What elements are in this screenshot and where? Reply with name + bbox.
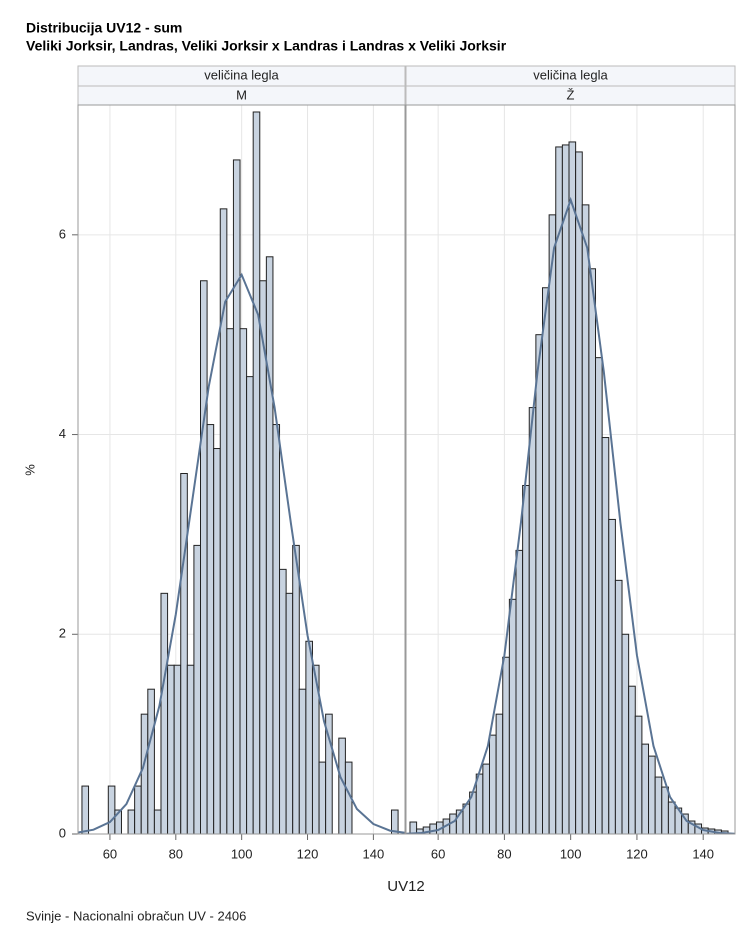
bar (508, 598, 517, 834)
bar (226, 328, 234, 834)
bar (232, 159, 241, 834)
bar (522, 484, 530, 834)
bar (568, 141, 577, 834)
bar (588, 268, 597, 834)
bar (305, 640, 313, 834)
bars (81, 111, 399, 834)
bar (634, 715, 643, 834)
density-curve (78, 272, 405, 834)
bar (285, 592, 294, 834)
y-tick-label: 2 (59, 626, 66, 641)
bar (311, 664, 320, 834)
bar (200, 280, 208, 834)
bar (661, 786, 669, 834)
bar (535, 334, 544, 834)
bar (641, 743, 650, 834)
bar (180, 472, 188, 834)
bar (502, 656, 510, 834)
bar (667, 801, 676, 834)
bar (548, 214, 557, 834)
strip-label: veličina legla (204, 67, 279, 82)
y-axis-label: % (22, 464, 37, 476)
bars (409, 141, 729, 834)
x-tick-label: 100 (231, 846, 253, 861)
panel-frame (77, 104, 406, 835)
bar (107, 785, 116, 834)
bar (390, 809, 399, 834)
bar (515, 549, 524, 834)
bar (147, 688, 155, 834)
y-tick-label: 4 (59, 426, 66, 441)
chart-title: Distribucija UV12 - sum (26, 20, 182, 36)
strip-label: M (236, 87, 247, 102)
bar (621, 633, 630, 834)
bar (206, 424, 215, 834)
bar (265, 256, 274, 834)
bar (252, 111, 261, 834)
bar (292, 544, 300, 834)
bar (127, 809, 136, 834)
strip-label: Ž (567, 87, 575, 102)
y-tick-label: 6 (59, 226, 66, 241)
x-tick-label: 80 (169, 846, 183, 861)
bar (239, 328, 248, 834)
x-tick-label: 140 (692, 846, 714, 861)
bar (246, 376, 254, 834)
bar (628, 685, 636, 834)
bar (601, 437, 610, 834)
density-curve (406, 196, 735, 834)
bar (193, 544, 202, 834)
bar (259, 280, 267, 834)
bar (488, 734, 497, 834)
footnote: Svinje - Nacionalni obračun UV - 2406 (26, 908, 246, 923)
bar (81, 785, 90, 834)
bar (272, 424, 281, 834)
bar (167, 664, 175, 834)
bar (134, 785, 142, 834)
y-tick-label: 0 (59, 825, 66, 840)
bar (160, 592, 169, 834)
x-tick-label: 60 (103, 846, 117, 861)
bar (608, 518, 616, 834)
bar (595, 357, 603, 834)
x-tick-label: 60 (431, 846, 445, 861)
bar (186, 664, 195, 834)
bar (482, 763, 490, 834)
bar (279, 568, 287, 834)
x-axis-label: UV12 (387, 878, 425, 895)
panel-frame (405, 104, 736, 835)
bar (409, 821, 418, 834)
bar (575, 151, 583, 834)
bar (648, 755, 656, 834)
bar (528, 407, 537, 834)
bar (475, 773, 484, 834)
bar (318, 761, 327, 834)
bar (173, 664, 182, 834)
bar (153, 809, 162, 834)
x-tick-label: 140 (363, 846, 385, 861)
bar (495, 713, 504, 834)
strip-label: veličina legla (533, 67, 608, 82)
bar (561, 144, 570, 834)
x-tick-label: 120 (297, 846, 319, 861)
bar (298, 688, 307, 834)
bar (429, 823, 437, 834)
bar (555, 146, 563, 834)
bar (581, 204, 590, 834)
x-tick-label: 80 (497, 846, 511, 861)
x-tick-label: 120 (626, 846, 648, 861)
bar (654, 776, 663, 834)
chart-subtitle: Veliki Jorksir, Landras, Veliki Jorksir … (26, 38, 507, 54)
bar (542, 287, 550, 834)
bar (140, 713, 149, 834)
bar (114, 809, 122, 834)
x-tick-label: 100 (560, 846, 582, 861)
bar (213, 448, 221, 834)
bar (614, 579, 623, 834)
